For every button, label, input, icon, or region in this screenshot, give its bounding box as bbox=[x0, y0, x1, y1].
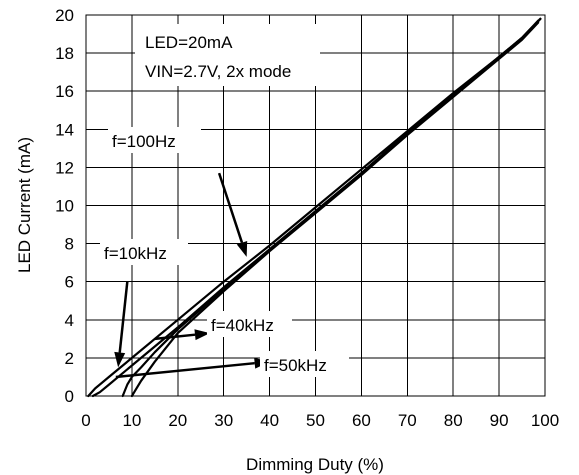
x-tick-label: 30 bbox=[214, 411, 233, 430]
annotation-arrow-3 bbox=[154, 333, 196, 341]
x-tick-label: 60 bbox=[352, 411, 371, 430]
label-bg-40khz bbox=[207, 311, 292, 337]
y-tick-label: 10 bbox=[55, 197, 74, 216]
annotation-label-50khz: f=50kHz bbox=[264, 356, 327, 375]
y-tick-label: 20 bbox=[55, 6, 74, 25]
series-group bbox=[87, 17, 542, 398]
x-axis-title: Dimming Duty (%) bbox=[246, 455, 384, 474]
y-tick-label: 8 bbox=[65, 235, 74, 254]
annotation-label-40khz: f=40kHz bbox=[211, 316, 274, 335]
y-tick-label: 16 bbox=[55, 82, 74, 101]
x-tick-label: 70 bbox=[398, 411, 417, 430]
y-tick-label: 0 bbox=[65, 387, 74, 406]
x-tick-label: 50 bbox=[306, 411, 325, 430]
x-tick-label: 10 bbox=[122, 411, 141, 430]
annotation-arrowhead-2 bbox=[114, 351, 126, 368]
label-bg-50khz bbox=[260, 351, 349, 377]
y-tick-label: 14 bbox=[55, 120, 74, 139]
tick-labels: 0 10 20 30 40 50 60 70 80 90 100 0 2 4 6 8 10 12 14 16 18 20 bbox=[55, 6, 559, 430]
annotation-label-10khz: f=10kHz bbox=[104, 244, 167, 263]
label-bg-10khz bbox=[100, 239, 188, 265]
x-tick-label: 0 bbox=[81, 411, 90, 430]
annotation-arrows bbox=[114, 172, 270, 379]
label-bg-100hz bbox=[108, 127, 201, 153]
plot-frame bbox=[85, 14, 546, 397]
annotation-arrow-1 bbox=[217, 172, 244, 244]
y-axis-title: LED Current (mA) bbox=[15, 137, 34, 273]
conditions-box bbox=[135, 24, 320, 86]
x-tick-label: 100 bbox=[531, 411, 559, 430]
x-tick-label: 90 bbox=[490, 411, 509, 430]
y-tick-label: 2 bbox=[65, 349, 74, 368]
annotation-arrowhead-1 bbox=[236, 240, 248, 257]
y-tick-label: 12 bbox=[55, 158, 74, 177]
y-tick-label: 6 bbox=[65, 273, 74, 292]
y-tick-label: 4 bbox=[65, 311, 74, 330]
series-line-4 bbox=[130, 21, 540, 398]
condition-vin: VIN=2.7V, 2x mode bbox=[145, 62, 291, 81]
series-line-3 bbox=[121, 19, 540, 398]
condition-led: LED=20mA bbox=[145, 33, 233, 52]
y-tick-label: 18 bbox=[55, 44, 74, 63]
annotation-arrow-2 bbox=[118, 281, 129, 353]
x-tick-label: 20 bbox=[168, 411, 187, 430]
annotation-arrow-4 bbox=[115, 361, 255, 379]
annotation-label-100hz: f=100Hz bbox=[112, 132, 176, 151]
annotation-arrowhead-3 bbox=[194, 329, 210, 341]
x-tick-label: 80 bbox=[444, 411, 463, 430]
x-tick-label: 40 bbox=[260, 411, 279, 430]
